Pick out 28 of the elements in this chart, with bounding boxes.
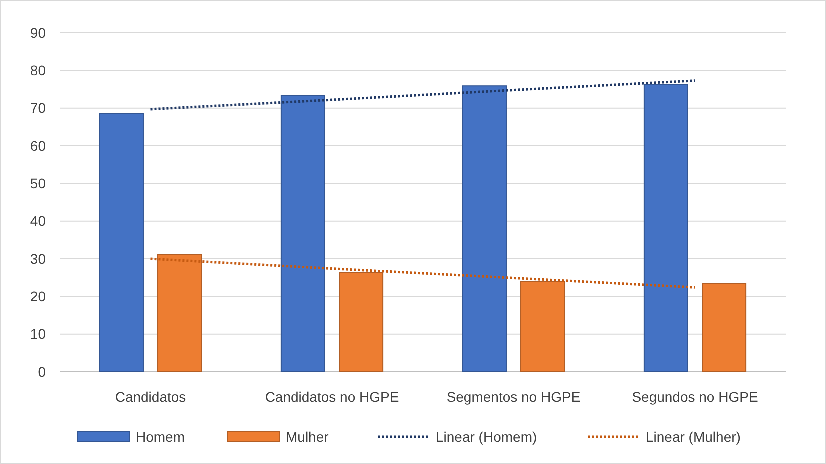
y-tick-label: 30: [30, 250, 46, 267]
bar: [520, 281, 566, 372]
bar: [158, 254, 202, 372]
y-tick-label: 10: [30, 326, 46, 342]
bar: [644, 84, 688, 372]
x-tick-label: Segundos no HGPE: [632, 389, 758, 405]
y-tick-label: 0: [38, 364, 46, 380]
y-tick-label: 20: [30, 288, 46, 305]
y-tick-label: 60: [30, 138, 46, 154]
y-tick-label: 70: [30, 100, 46, 116]
line-series: [150, 80, 696, 111]
legend-label: Homem: [136, 428, 186, 445]
y-tick-label: 80: [30, 62, 46, 79]
legend-label: Linear (Homem): [436, 428, 538, 445]
bar: [702, 283, 747, 372]
bar: [462, 86, 507, 372]
bar: [280, 95, 326, 372]
legend-label: Linear (Mulher): [646, 428, 741, 445]
line-series: [150, 258, 696, 289]
x-tick-label: Segmentos no HGPE: [446, 389, 581, 405]
bar: [339, 272, 384, 372]
x-tick-label: Candidatos: [115, 389, 186, 405]
x-tick-label: Candidatos no HGPE: [265, 389, 400, 405]
y-tick-label: 40: [30, 213, 46, 230]
y-tick-label: 90: [30, 24, 46, 41]
bar: [99, 113, 144, 372]
y-tick-label: 50: [30, 176, 46, 192]
legend-label: Mulher: [286, 428, 330, 445]
